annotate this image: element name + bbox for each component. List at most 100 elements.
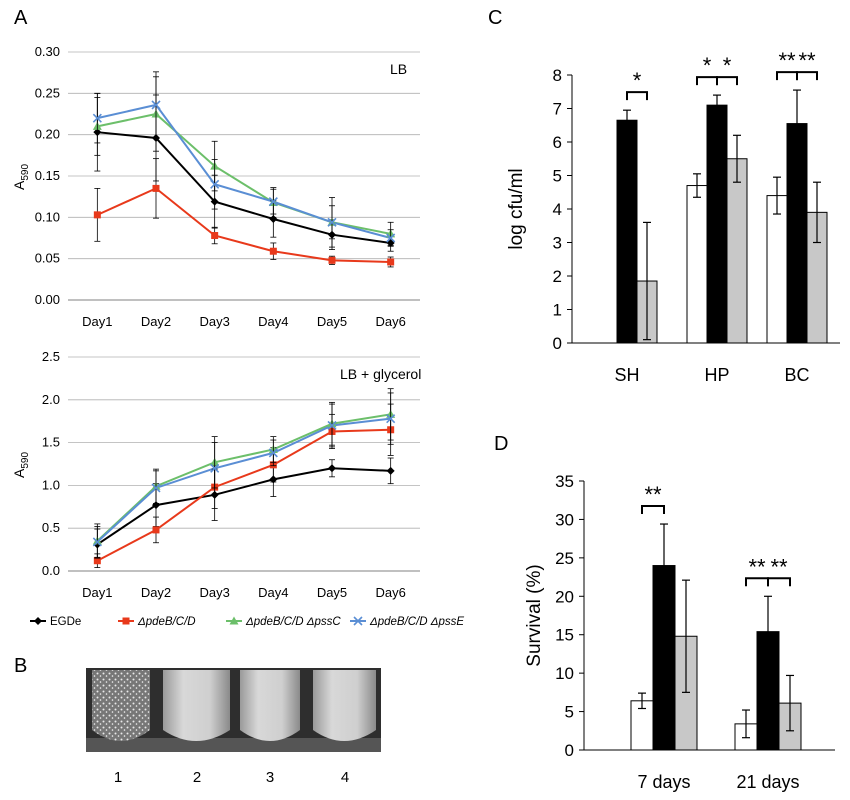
chart-a-top-xtick-label: Day4 [258, 314, 288, 329]
chart-a-bottom-point-EGDe [386, 466, 395, 475]
chart-a-bottom-annotation: LB + glycerol [340, 366, 421, 382]
chart-c-bar [616, 119, 638, 344]
chart-a-bottom-point-pdeB [152, 526, 160, 534]
legend-label-pssE: ΔpdeB/C/D ΔpssE [369, 616, 464, 628]
chart-a-top-series-line-pssC [97, 112, 391, 235]
chart-c-significance-bracket [796, 71, 818, 81]
chart-a-bottom-point-pssE [151, 483, 161, 493]
chart-c-significance-label: * [633, 68, 642, 93]
chart-d-significance-label: ** [644, 482, 662, 507]
chart-a-bottom-series-line-EGDe [96, 467, 391, 546]
chart-a-bottom-ytick-label: 2.0 [42, 392, 60, 407]
chart-a-top-ytick-label: 0.00 [35, 292, 60, 307]
chart-a-bottom-ytick-label: 1.0 [42, 477, 60, 492]
chart-d: 0 5 10 15 20 25 30 35 Survival (%) 7 days ** 21 day… [524, 472, 835, 792]
legend-swatch-marker-pssC [229, 616, 239, 625]
panel-label-b: B [14, 655, 27, 677]
chart-a-top-ylabel: A590 [11, 164, 31, 190]
chart-d-ytick-label: 25 [555, 549, 574, 568]
chart-a-bottom: 0.0 0.5 1.0 1.5 2.0 2.5 Day1 Day2 Day3 Day4 Day5 Da… [11, 349, 421, 600]
chart-a-top-point-pdeB [328, 256, 336, 264]
tube-label-2: 2 [193, 769, 201, 786]
chart-d-significance-bracket [767, 577, 791, 587]
chart-c-significance-label: * [703, 53, 712, 78]
chart-a-bottom-ytick-label: 0.0 [42, 563, 60, 578]
chart-a-top-xtick-label: Day5 [317, 314, 347, 329]
chart-a-bottom-xtick-label: Day5 [317, 585, 347, 600]
chart-c-ytick-label: 7 [553, 100, 562, 119]
tube-3 [240, 670, 300, 741]
chart-a-bottom-ytick-label: 0.5 [42, 520, 60, 535]
chart-c-ytick-label: 1 [553, 301, 562, 320]
chart-a-top-xtick-label: Day6 [375, 314, 405, 329]
chart-c-significance-label: * [723, 53, 732, 78]
chart-d-ylabel: Survival (%) [524, 564, 545, 666]
chart-a-top-point-pdeB [387, 258, 395, 266]
tube-1 [92, 670, 150, 741]
chart-c-ytick-label: 0 [553, 334, 562, 353]
legend-a: EGDe ΔpdeB/C/D ΔpdeB/C/D ΔpssC ΔpdeB/C/D Δp… [30, 616, 464, 628]
chart-c-xtick-label: SH [614, 365, 639, 385]
chart-a-top-annotation: LB [390, 61, 407, 77]
chart-a-top-xtick-label: Day3 [199, 314, 229, 329]
chart-a-bottom-series-line-pdeB [96, 428, 391, 562]
chart-a-top-point-pdeB [211, 232, 219, 240]
chart-a-top-ytick-label: 0.20 [35, 127, 60, 142]
chart-a-bottom-point-pssE [386, 414, 396, 424]
chart-a-top-xtick-label: Day2 [141, 314, 171, 329]
tube-label-4: 4 [341, 769, 349, 786]
chart-c-ytick-label: 3 [553, 234, 562, 253]
chart-c-ytick-label: 8 [553, 66, 562, 85]
chart-a-top-point-pssE [386, 233, 396, 243]
chart-a-bottom-ytick-label: 2.5 [42, 349, 60, 364]
tube-photo: 1 2 3 4 [86, 668, 381, 786]
chart-a-bottom-point-EGDe [328, 464, 336, 473]
chart-a-top-point-pdeB [93, 211, 101, 219]
chart-a-top-xtick-label: Day1 [82, 314, 112, 329]
chart-c-ytick-label: 5 [553, 167, 562, 186]
chart-a-bottom-point-pdeB [93, 557, 101, 565]
chart-a-top-series-line-pssE [97, 103, 391, 239]
tube-label-1: 1 [114, 769, 122, 786]
chart-c-significance-bracket [716, 76, 738, 86]
chart-d-significance-bracket [641, 505, 665, 515]
chart-a-bottom-point-pssE [327, 420, 337, 431]
panel-label-a: A [14, 7, 28, 29]
chart-a-top-ytick-label: 0.05 [35, 251, 60, 266]
chart-a-top-series-line-pdeB [96, 187, 391, 263]
chart-d-xtick-label: 7 days [637, 772, 690, 792]
chart-a-bottom-xtick-label: Day2 [141, 585, 171, 600]
tube-label-3: 3 [266, 769, 274, 786]
legend-label-EGDe: EGDe [50, 616, 81, 628]
chart-d-ytick-label: 30 [555, 510, 574, 529]
chart-c-bar [686, 185, 708, 344]
chart-d-ytick-label: 35 [555, 472, 574, 491]
chart-a-bottom-point-pssE [210, 463, 220, 473]
chart-a-top-point-pssE [210, 179, 220, 189]
chart-c-significance-label: ** [778, 48, 796, 73]
chart-a-bottom-point-pssE [268, 448, 278, 458]
chart-c-ytick-label: 6 [553, 133, 562, 152]
chart-a-bottom-ytick-label: 1.5 [42, 435, 60, 450]
chart-a-bottom-series-line-pssE [96, 417, 391, 543]
chart-c-xtick-label: HP [704, 365, 729, 385]
chart-a-top-series-line-EGDe [97, 131, 391, 244]
chart-c-bar [706, 104, 728, 344]
tube-2 [163, 670, 230, 741]
chart-a-bottom-xtick-label: Day6 [375, 585, 405, 600]
chart-c-significance-bracket [626, 91, 648, 101]
tube-4 [313, 670, 376, 741]
chart-a-bottom-xtick-label: Day4 [258, 585, 288, 600]
chart-a-bottom-xtick-label: Day3 [199, 585, 229, 600]
chart-d-significance-label: ** [748, 554, 766, 579]
chart-d-ytick-label: 20 [555, 587, 574, 606]
chart-a-bottom-series-line-pssC [96, 413, 391, 542]
chart-a-bottom-ylabel: A590 [11, 452, 31, 478]
chart-c-ytick-label: 2 [553, 267, 562, 286]
chart-c-ylabel: log cfu/ml [506, 168, 527, 249]
photo-rack [86, 738, 381, 752]
chart-d-ytick-label: 0 [565, 741, 574, 760]
chart-a-top-ytick-label: 0.10 [35, 209, 60, 224]
